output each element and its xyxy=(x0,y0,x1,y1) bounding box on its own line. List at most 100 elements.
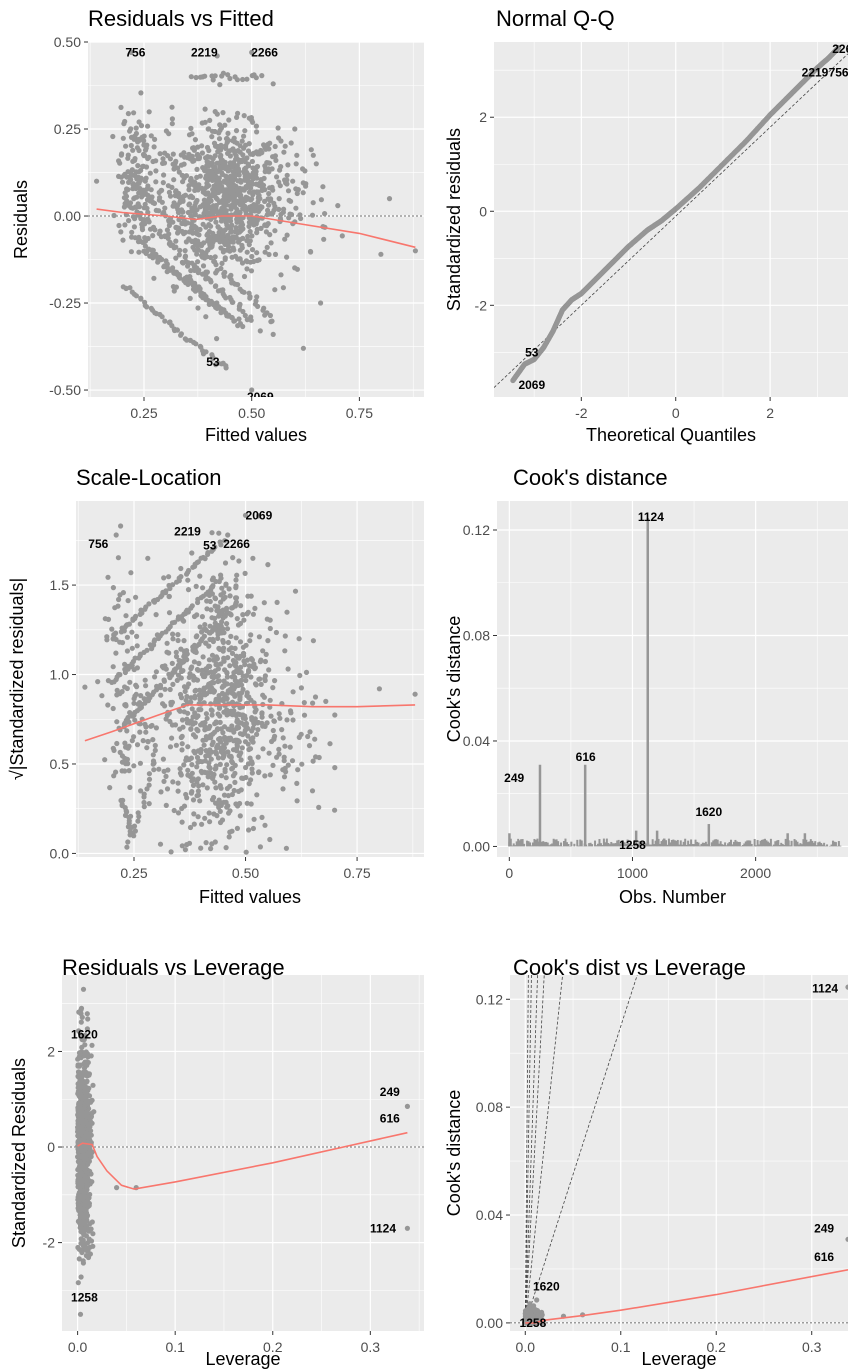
cloud-point xyxy=(76,1256,82,1262)
cloud-point xyxy=(252,605,258,612)
cloud-point xyxy=(188,695,194,701)
cloud-point xyxy=(131,763,137,769)
cloud-point xyxy=(78,1019,84,1025)
cloud-point xyxy=(198,746,204,753)
cloud-point xyxy=(182,847,188,853)
cloud-point xyxy=(241,133,247,139)
cloud-point xyxy=(76,1050,83,1056)
cloud-point xyxy=(265,638,271,644)
cloud-point xyxy=(217,239,223,245)
y-tick-label: 0.0 xyxy=(50,845,70,861)
cloud-point xyxy=(223,219,229,226)
cloud-point xyxy=(77,1219,83,1225)
panel-title: Residuals vs Fitted xyxy=(88,6,274,31)
cloud-point xyxy=(248,777,254,783)
cloud-point xyxy=(137,760,143,766)
cloud-point xyxy=(131,196,137,202)
band-point xyxy=(182,229,189,235)
cloud-point xyxy=(253,221,259,227)
cloud-point xyxy=(245,741,251,747)
cloud-point xyxy=(142,677,148,683)
cloud-point xyxy=(202,106,208,112)
cloud-point xyxy=(272,678,278,684)
cloud-point xyxy=(199,759,205,765)
cloud-point xyxy=(250,151,256,157)
cloud-point xyxy=(227,663,233,669)
cloud-point xyxy=(215,678,221,685)
band-point xyxy=(217,539,223,545)
cloud-point xyxy=(248,593,254,599)
cloud-point xyxy=(283,845,289,851)
cloud-point xyxy=(143,164,150,170)
cloud-point xyxy=(215,149,221,155)
cloud-point xyxy=(85,1054,91,1060)
cloud-point xyxy=(193,230,199,236)
cloud-point xyxy=(148,187,154,193)
cloud-point xyxy=(226,117,232,123)
cloud-point xyxy=(118,104,124,110)
cloud-point xyxy=(201,742,207,748)
cloud-point xyxy=(99,693,105,699)
cloud-point xyxy=(310,700,316,706)
cloud-point xyxy=(312,694,319,700)
cloud-point xyxy=(140,738,146,744)
outlier-label: 2219 xyxy=(191,45,218,59)
band-point xyxy=(184,651,190,657)
cloud-point xyxy=(115,555,121,561)
band-point xyxy=(141,791,147,797)
cloud-point xyxy=(188,718,194,724)
cloud-point xyxy=(129,738,135,744)
cloud-point xyxy=(226,586,232,592)
cloud-point xyxy=(172,722,179,728)
cloud-point xyxy=(188,213,194,219)
outlier-label: 1124 xyxy=(370,1221,396,1235)
data-point xyxy=(82,684,88,690)
cloud-point xyxy=(217,82,223,88)
cloud-point xyxy=(243,774,249,781)
cloud-point xyxy=(225,639,231,646)
cloud-point xyxy=(285,762,291,768)
band-point xyxy=(146,782,152,788)
cloud-point xyxy=(249,208,255,214)
cloud-point xyxy=(244,611,250,617)
cloud-point xyxy=(214,745,220,751)
cloud-point xyxy=(290,717,296,723)
cloud-point xyxy=(209,652,216,658)
band-point xyxy=(208,279,214,285)
cloud-point xyxy=(114,740,120,747)
cloud-point xyxy=(160,180,166,186)
x-axis-title: Fitted values xyxy=(199,887,301,907)
cloud-point xyxy=(184,716,190,722)
cloud-point xyxy=(207,117,213,123)
cloud-point xyxy=(262,773,268,779)
cloud-point xyxy=(138,123,145,129)
cloud-point xyxy=(76,1137,82,1143)
cloud-point xyxy=(213,654,220,660)
cloud-point xyxy=(235,711,241,717)
cloud-point xyxy=(113,650,119,656)
cloud-point xyxy=(230,235,236,241)
band-point xyxy=(127,285,133,291)
cloud-point xyxy=(256,513,262,519)
band-point xyxy=(189,603,195,609)
cloud-point xyxy=(227,215,233,221)
cloud-point xyxy=(230,188,237,194)
cloud-point xyxy=(232,172,238,178)
cloud-point xyxy=(229,650,236,657)
cloud-point xyxy=(246,827,252,833)
cloud-point xyxy=(239,690,245,696)
cloud-point xyxy=(285,666,291,672)
cloud-point xyxy=(195,728,201,734)
cloud-point xyxy=(81,1152,87,1158)
band-point xyxy=(220,308,226,314)
cloud-point xyxy=(259,814,265,821)
cloud-point xyxy=(244,249,250,255)
cloud-point xyxy=(204,785,210,791)
cloud-point xyxy=(132,717,138,723)
cloud-point xyxy=(282,633,288,639)
cloud-point xyxy=(129,167,135,173)
cloud-point xyxy=(237,639,244,645)
cloud-point xyxy=(177,770,184,776)
cloud-point xyxy=(170,779,176,785)
band-point xyxy=(177,275,183,281)
